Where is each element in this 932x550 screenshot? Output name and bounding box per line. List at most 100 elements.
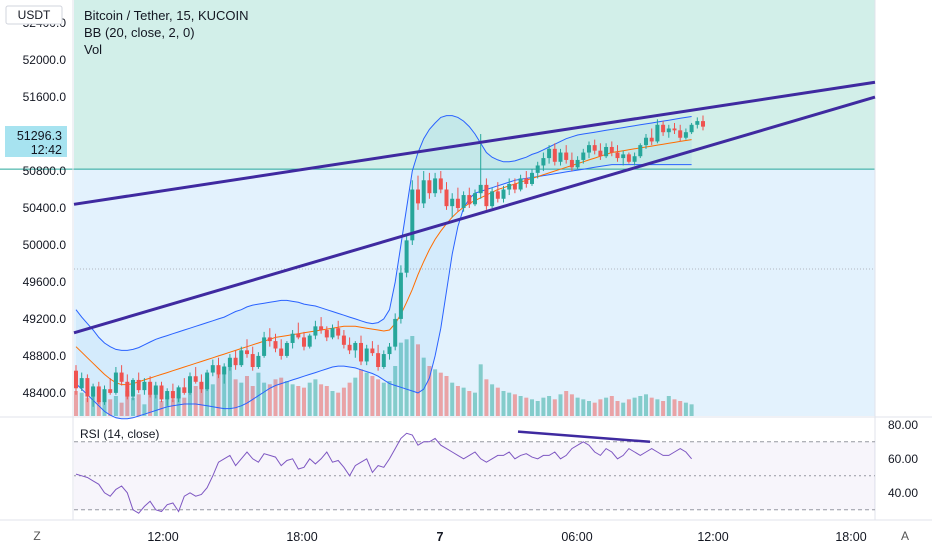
rsi-divergence-line: [517, 430, 651, 444]
price-tick-label: 49200.0: [23, 312, 67, 326]
volume-bar: [148, 392, 153, 416]
volume-bar: [256, 372, 261, 416]
volume-bar: [398, 342, 403, 416]
last-price: 51296.3: [17, 129, 62, 143]
volume-bar: [113, 396, 118, 416]
volume-bar: [142, 404, 147, 416]
candle-body: [666, 128, 671, 133]
volume-bar: [535, 401, 540, 416]
candle-body: [410, 189, 415, 241]
volume-bar: [473, 392, 477, 416]
bb-upper-line: [75, 115, 692, 351]
candle-body: [512, 183, 517, 190]
bb-basis-line: [75, 139, 692, 386]
candle-body: [233, 357, 238, 366]
volume-indicator-label[interactable]: Vol: [84, 42, 102, 57]
volume-bar: [199, 382, 204, 416]
volume-bar: [587, 401, 591, 416]
candle-body: [148, 381, 153, 395]
candle-body: [649, 137, 654, 142]
candle-body: [598, 150, 603, 157]
volume-bar: [347, 382, 352, 416]
time-tick-label: 18:00: [835, 530, 866, 544]
bb-indicator-label[interactable]: BB (20, close, 2, 0): [84, 25, 195, 40]
candle-body: [79, 378, 84, 389]
volume-bar: [302, 387, 306, 416]
candle-body: [518, 178, 523, 190]
volume-bar: [79, 392, 84, 416]
volume-bar: [74, 391, 78, 416]
candle-body: [359, 342, 363, 362]
candle-body: [569, 159, 574, 168]
candle-body: [319, 326, 324, 331]
volume-bar: [638, 396, 643, 416]
auto-scale-button[interactable]: A: [901, 529, 909, 543]
rsi-indicator-label[interactable]: RSI (14, close): [80, 427, 159, 441]
volume-bar: [262, 382, 267, 416]
volume-bar: [410, 336, 415, 416]
candle-body: [507, 183, 512, 190]
candle-body: [364, 348, 369, 362]
candle-body: [473, 193, 477, 205]
volume-bar: [501, 391, 506, 416]
volume-bar: [512, 394, 517, 416]
candle-body: [592, 145, 597, 151]
candle-body: [307, 335, 312, 347]
time-tick-label: 12:00: [147, 530, 178, 544]
candle-body: [210, 365, 215, 373]
candle-body: [615, 152, 620, 159]
volume-bar: [370, 376, 375, 416]
candle-body: [119, 372, 124, 382]
price-tick-label: 50800.0: [23, 164, 67, 178]
volume-bar: [433, 369, 438, 416]
candle-body: [416, 189, 420, 204]
candle-body: [341, 335, 346, 345]
candle-body: [609, 146, 614, 153]
volume-bar: [632, 397, 637, 416]
volume-bar: [193, 386, 198, 416]
volume-bar: [604, 397, 609, 416]
rsi-tick-label: 80.00: [888, 418, 918, 432]
candle-body: [701, 121, 705, 127]
volume-bar: [290, 384, 295, 416]
volume-bar: [484, 379, 489, 416]
candle-body: [347, 344, 352, 351]
volume-bar: [689, 404, 694, 416]
volume-bar: [341, 387, 346, 416]
currency-text: USDT: [18, 8, 51, 22]
currency-label[interactable]: USDT: [5, 5, 63, 25]
volume-bar: [227, 364, 232, 416]
candle-body: [626, 154, 631, 162]
volume-bar: [245, 376, 249, 416]
candle-body: [142, 381, 147, 391]
volume-bar: [165, 396, 170, 416]
volume-bar: [267, 384, 272, 416]
candle-body: [530, 172, 534, 184]
candle-body: [587, 145, 591, 153]
volume-bar: [490, 384, 495, 416]
candle-body: [541, 158, 546, 166]
candle-body: [433, 178, 438, 194]
candle-body: [393, 318, 398, 347]
volume-bar: [330, 391, 335, 416]
volume-bar: [644, 394, 648, 416]
candle-body: [302, 337, 306, 347]
timezone-button[interactable]: Z: [33, 529, 40, 543]
candle-body: [621, 154, 626, 159]
candle-body: [478, 184, 483, 194]
volume-bar: [273, 379, 278, 416]
volume-bar: [324, 386, 329, 416]
volume-bar: [210, 384, 215, 416]
volume-bar: [108, 399, 113, 416]
volume-bar: [495, 387, 500, 416]
volume-bar: [615, 401, 620, 416]
candle-body: [398, 272, 403, 319]
candle-body: [199, 381, 204, 390]
volume-bar: [393, 366, 398, 416]
bb-lower-line: [75, 164, 692, 420]
candle-body: [655, 124, 660, 142]
volume-bar: [233, 379, 238, 416]
candle-body: [678, 130, 683, 138]
volume-bar: [455, 386, 460, 416]
